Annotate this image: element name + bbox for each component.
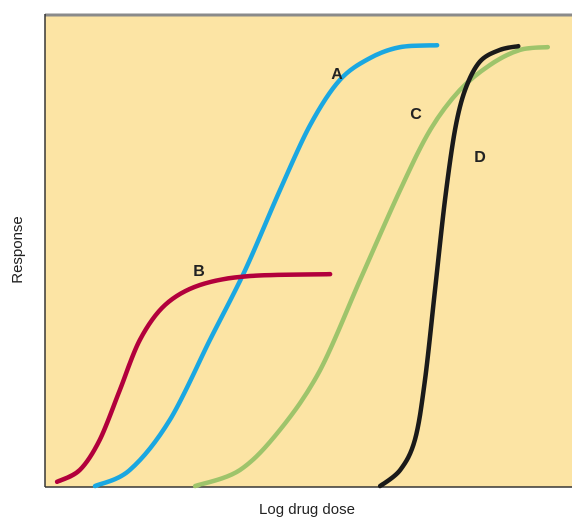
y-axis-label: Response	[9, 216, 26, 284]
plot-area	[45, 14, 572, 487]
curve	[377, 43, 521, 489]
curve-label: A	[331, 66, 343, 83]
curve	[92, 42, 440, 489]
curve-label: C	[410, 106, 422, 123]
curve-label: D	[474, 149, 486, 166]
curve	[192, 44, 551, 489]
curve-label: B	[193, 263, 205, 280]
x-axis-label: Log drug dose	[259, 501, 355, 518]
curve	[54, 271, 333, 485]
